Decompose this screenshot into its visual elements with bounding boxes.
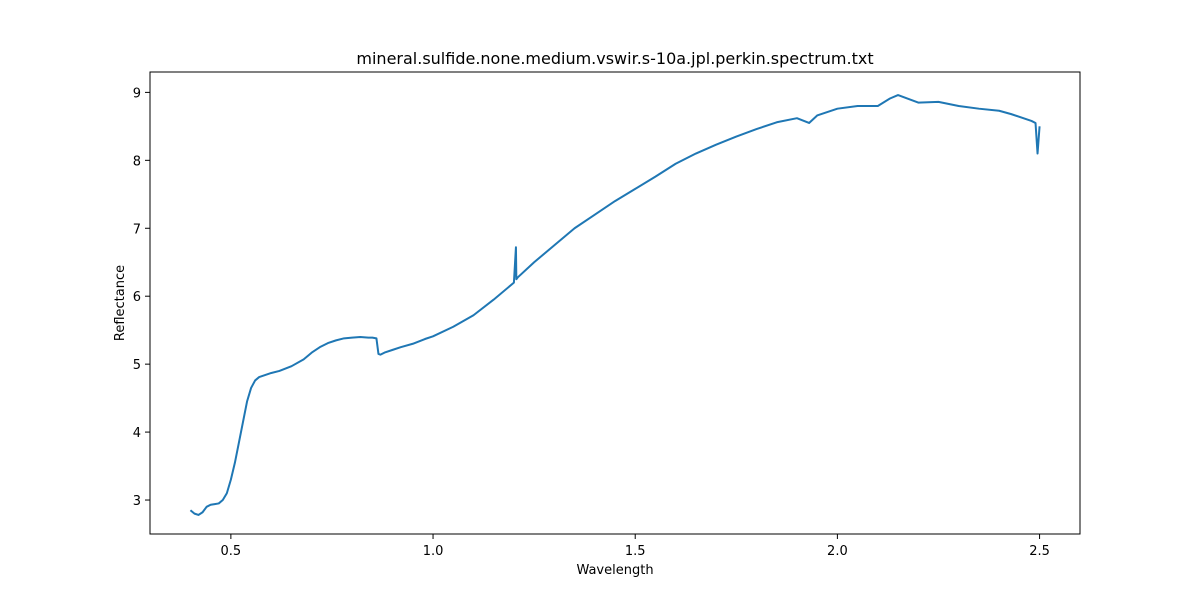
plot-area <box>189 94 1041 516</box>
x-axis: 0.5 1.0 1.5 2.0 2.5 <box>221 534 1050 559</box>
y-tick-label: 8 <box>133 154 141 169</box>
y-tick-label: 6 <box>133 290 141 305</box>
y-tick-label: 3 <box>133 494 141 509</box>
x-tick-label: 1.5 <box>625 544 646 559</box>
plot-frame <box>149 71 1081 535</box>
y-tick-label: 5 <box>133 358 141 373</box>
x-tick-label: 0.5 <box>221 544 242 559</box>
x-axis-label: Wavelength <box>576 563 653 578</box>
y-tick-label: 4 <box>133 426 141 441</box>
y-tick-label: 7 <box>133 222 141 237</box>
x-tick-label: 2.0 <box>827 544 848 559</box>
y-tick-label: 9 <box>133 86 141 101</box>
chart-title: mineral.sulfide.none.medium.vswir.s-10a.… <box>356 49 873 68</box>
spectrum-line <box>189 94 1041 516</box>
x-tick-label: 1.0 <box>423 544 444 559</box>
x-tick-label: 2.5 <box>1029 544 1050 559</box>
y-axis: 3 4 5 6 7 8 9 <box>133 86 150 509</box>
y-axis-label: Reflectance <box>113 265 128 341</box>
